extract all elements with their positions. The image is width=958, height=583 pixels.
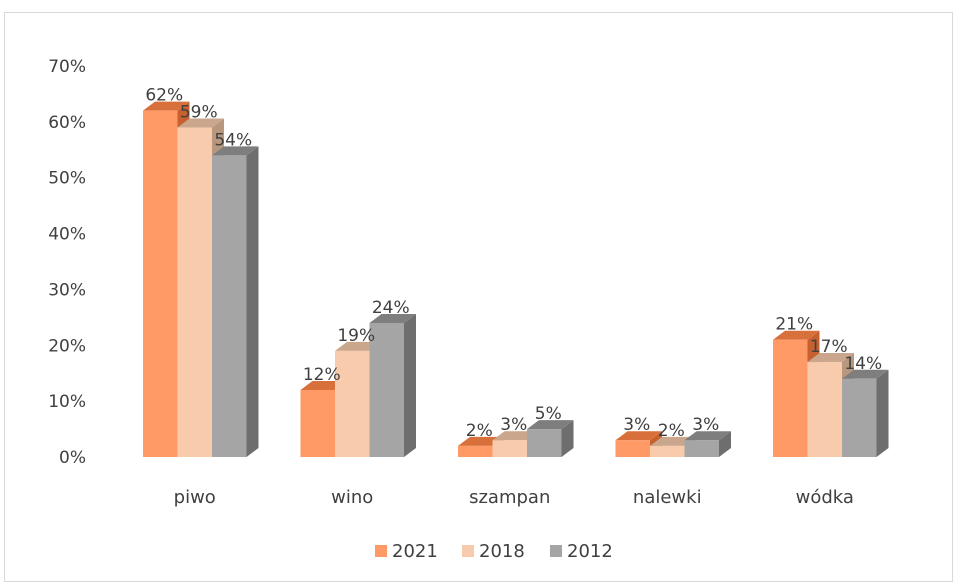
legend: 2021 2018 2012 xyxy=(375,541,613,562)
data-label: 62% xyxy=(145,86,183,106)
bar-front xyxy=(369,322,404,457)
y-tick-label: 60% xyxy=(48,113,86,133)
data-label: 2% xyxy=(658,421,685,441)
bar-front xyxy=(842,378,877,457)
x-category-label: szampan xyxy=(469,487,550,508)
y-axis: 0% 10% 20% 30% 40% 50% 60% 70% xyxy=(48,57,86,468)
bar-front xyxy=(212,155,247,457)
bar-top xyxy=(527,420,574,430)
y-tick-label: 0% xyxy=(59,448,86,468)
legend-swatch xyxy=(550,545,562,557)
data-label: 19% xyxy=(337,326,375,346)
y-tick-label: 40% xyxy=(48,225,86,245)
bar-top xyxy=(684,431,731,441)
bar-side xyxy=(876,369,889,457)
legend-item-2012: 2012 xyxy=(550,541,613,562)
bar-front xyxy=(300,389,335,457)
bar-2012-nalewki xyxy=(684,431,731,457)
bar-front xyxy=(773,339,808,457)
legend-item-2018: 2018 xyxy=(462,541,525,562)
bar-top xyxy=(212,146,259,156)
bar-front xyxy=(615,440,650,457)
x-category-label: piwo xyxy=(174,487,216,508)
data-label: 17% xyxy=(810,337,848,357)
y-tick-label: 10% xyxy=(48,392,86,412)
data-label: 3% xyxy=(500,415,527,435)
x-category-label: wino xyxy=(331,487,373,508)
data-label: 3% xyxy=(692,415,719,435)
y-tick-label: 50% xyxy=(48,169,86,189)
legend-swatch xyxy=(462,545,474,557)
bar-front xyxy=(143,110,178,457)
data-label: 3% xyxy=(623,415,650,435)
data-label: 54% xyxy=(214,130,252,150)
bar-2012-wódka xyxy=(842,369,889,457)
bar-front xyxy=(458,445,493,457)
data-label: 2% xyxy=(466,421,493,441)
bar-side xyxy=(719,431,731,457)
bar-front xyxy=(177,127,212,457)
bar-2012-wino xyxy=(369,313,416,457)
bar-side xyxy=(404,313,416,457)
bar-2012-szampan xyxy=(527,420,574,457)
bar-front xyxy=(807,362,842,457)
bar-top xyxy=(807,353,854,363)
x-axis: piwo wino szampan nalewki wódka xyxy=(174,487,854,508)
bar-top xyxy=(369,313,416,323)
bar-front xyxy=(335,350,370,457)
y-tick-label: 30% xyxy=(48,280,86,300)
bar-side xyxy=(246,146,259,457)
legend-item-2021: 2021 xyxy=(375,541,438,562)
data-label: 14% xyxy=(844,354,882,374)
bar-front xyxy=(684,440,719,457)
bar-top xyxy=(773,330,820,340)
bar-2012-piwo xyxy=(212,146,259,457)
data-label: 21% xyxy=(775,315,813,335)
data-label: 24% xyxy=(372,298,410,318)
bar-front xyxy=(492,440,527,457)
bar-side xyxy=(561,420,574,457)
legend-label: 2012 xyxy=(567,541,613,562)
bars xyxy=(143,101,889,457)
bar-top xyxy=(842,369,889,379)
bar-top xyxy=(177,118,224,128)
data-label: 59% xyxy=(180,102,218,122)
legend-label: 2018 xyxy=(479,541,525,562)
data-label: 5% xyxy=(535,404,562,424)
x-category-label: nalewki xyxy=(633,487,702,508)
bar-top xyxy=(615,431,662,441)
legend-label: 2021 xyxy=(392,541,438,562)
x-category-label: wódka xyxy=(796,487,854,508)
y-tick-label: 20% xyxy=(48,336,86,356)
bar-front xyxy=(650,445,685,457)
y-tick-label: 70% xyxy=(48,57,86,77)
legend-swatch xyxy=(375,545,387,557)
bar-front xyxy=(527,429,562,457)
data-label: 12% xyxy=(303,365,341,385)
bar-top xyxy=(143,101,190,111)
data-labels: 62%59% 54% 12% 19% 24% 2% 3% 5% 3% 2% 3% 21%17%14% xyxy=(145,86,882,441)
